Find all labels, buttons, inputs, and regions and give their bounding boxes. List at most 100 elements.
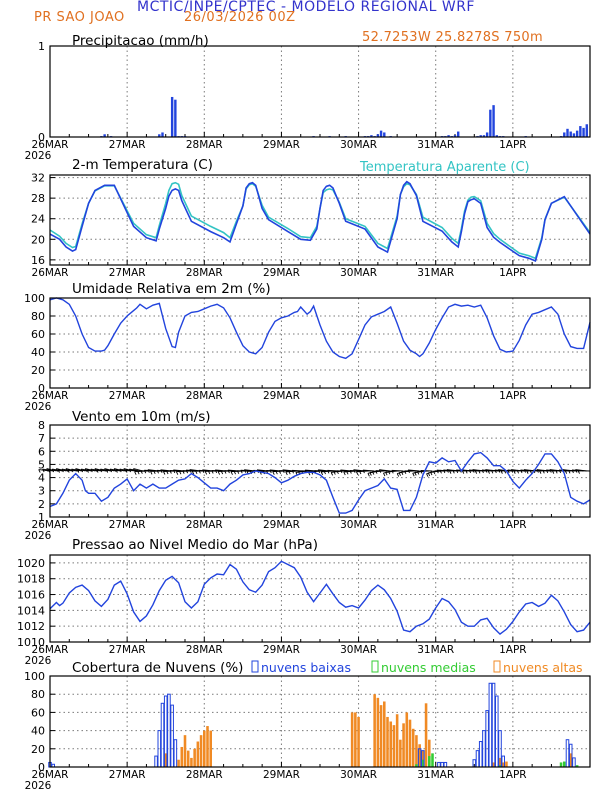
cloud-title: Cobertura de Nuvens (%): [72, 660, 243, 676]
cloud-low-bar: [170, 704, 174, 768]
cloud-high-bar: [209, 730, 212, 767]
wind-barb-flag: [359, 470, 362, 475]
cloud-low-bar: [482, 730, 486, 768]
precip-bar: [457, 131, 460, 137]
wind-barb-flag: [443, 469, 446, 474]
wind-barb-flag: [520, 469, 523, 474]
y-tick-label: 1014: [17, 604, 45, 617]
precip-bar: [161, 132, 164, 137]
wind-barb-flag: [404, 470, 407, 475]
cloud-high-bar: [357, 716, 360, 767]
wind-barb-flag: [510, 469, 514, 473]
panel-frame: [49, 297, 591, 389]
x-tick-label: 1APR: [499, 519, 527, 531]
wind-barb-flag: [449, 470, 452, 474]
x-tick-label: 27MAR: [109, 267, 146, 279]
y-tick-label: 80: [31, 688, 45, 701]
precip-bar: [376, 134, 380, 137]
precip-bar: [579, 126, 582, 137]
precip-bar: [495, 135, 498, 137]
wind-barb-flag: [133, 468, 136, 472]
wind-barb-flag: [432, 470, 436, 475]
cloud-high-bar: [190, 757, 193, 767]
x-year-label: 2026: [25, 530, 52, 542]
y-tick-label: 1018: [17, 573, 45, 586]
x-tick-label: 26MAR: [32, 769, 69, 781]
cloud-high-bar: [408, 719, 412, 767]
cloud-high-bar: [376, 697, 380, 767]
wind-barb-flag: [153, 470, 156, 475]
y-tick-label: 40: [31, 346, 45, 359]
wind-barb-flag: [129, 468, 132, 473]
cloud-high-bar: [392, 725, 396, 767]
precip-bar: [174, 99, 177, 137]
precip-title: Precipitacao (mm/h): [72, 33, 209, 49]
cloud-high-bar: [428, 739, 431, 767]
wind-barb: [391, 469, 404, 472]
cloud-high-bar: [399, 739, 402, 767]
x-tick-label: 30MAR: [340, 644, 377, 656]
y-tick-label: 20: [31, 233, 45, 246]
x-tick-label: 26MAR: [32, 390, 69, 402]
wind-barb-flag: [160, 469, 163, 474]
wind-barb-flag: [51, 468, 55, 473]
wind-title: Vento em 10m (m/s): [72, 409, 211, 425]
wind-barb-flag: [109, 468, 113, 473]
x-tick-label: 31MAR: [417, 769, 454, 781]
wind-barb-flag: [545, 469, 549, 474]
y-tick-label: 24: [31, 213, 45, 226]
x-tick-label: 26MAR: [32, 644, 69, 656]
cloud-high-bar: [501, 762, 505, 767]
y-tick-label: 2: [38, 498, 45, 511]
wind-barb-flag: [367, 473, 370, 477]
wind-barb-flag: [202, 469, 205, 473]
cloud-high-bar: [395, 714, 399, 767]
y-tick-label: 5: [38, 458, 45, 471]
wind-barb-flag: [398, 472, 401, 476]
wind-barb-flag: [426, 473, 429, 477]
panel-frame: [49, 554, 591, 643]
y-tick-label: 1016: [17, 589, 45, 602]
wind-barb-flag: [320, 471, 324, 476]
wind-barb-flag: [494, 469, 497, 474]
y-tick-label: 7: [38, 432, 45, 445]
cloud-high-bar: [354, 712, 357, 767]
wind-barb-flag: [523, 469, 526, 473]
x-tick-label: 31MAR: [417, 139, 454, 151]
y-tick-label: 100: [24, 670, 45, 683]
cloud-high-bar: [373, 694, 376, 767]
wind-barb-flag: [414, 472, 417, 476]
wind-barb-flag: [172, 469, 176, 474]
wind-barb-flag: [125, 469, 128, 473]
precip-bar: [489, 109, 492, 137]
wind-barb-flag: [46, 468, 49, 472]
wind-barb-flag: [189, 469, 192, 473]
wind-barb-flag: [57, 469, 60, 473]
cloud-high-bar: [199, 735, 203, 767]
cloud-low-bar: [443, 761, 448, 768]
y-tick-label: 80: [31, 310, 45, 323]
wind-barb-flag: [516, 470, 520, 474]
x-tick-label: 26MAR: [32, 267, 69, 279]
x-year-label: 2026: [25, 401, 52, 413]
cloud-low-bar: [173, 739, 178, 768]
wind-barb-flag: [156, 470, 159, 474]
wind-barb-flag: [76, 469, 80, 473]
wind-barb-flag: [455, 469, 459, 474]
x-tick-label: 27MAR: [109, 644, 146, 656]
wind-barb-flag: [513, 470, 516, 474]
precip-bar: [582, 127, 585, 137]
wind-barb-flag: [507, 469, 510, 474]
y-tick-label: 0: [38, 382, 45, 395]
x-tick-label: 28MAR: [186, 139, 223, 151]
wind-barb-flag: [391, 470, 394, 474]
wind-barb-flag: [198, 470, 201, 474]
wind-barb-flag: [372, 471, 375, 475]
wind-barb-flag: [472, 469, 475, 473]
precip-bar: [479, 135, 482, 137]
wind-barb-flag: [96, 469, 99, 473]
y-tick-label: 100: [24, 292, 45, 305]
wind-barb-flag: [420, 470, 423, 474]
wind-barb-flag: [478, 470, 481, 474]
wind-barb-flag: [217, 471, 221, 475]
